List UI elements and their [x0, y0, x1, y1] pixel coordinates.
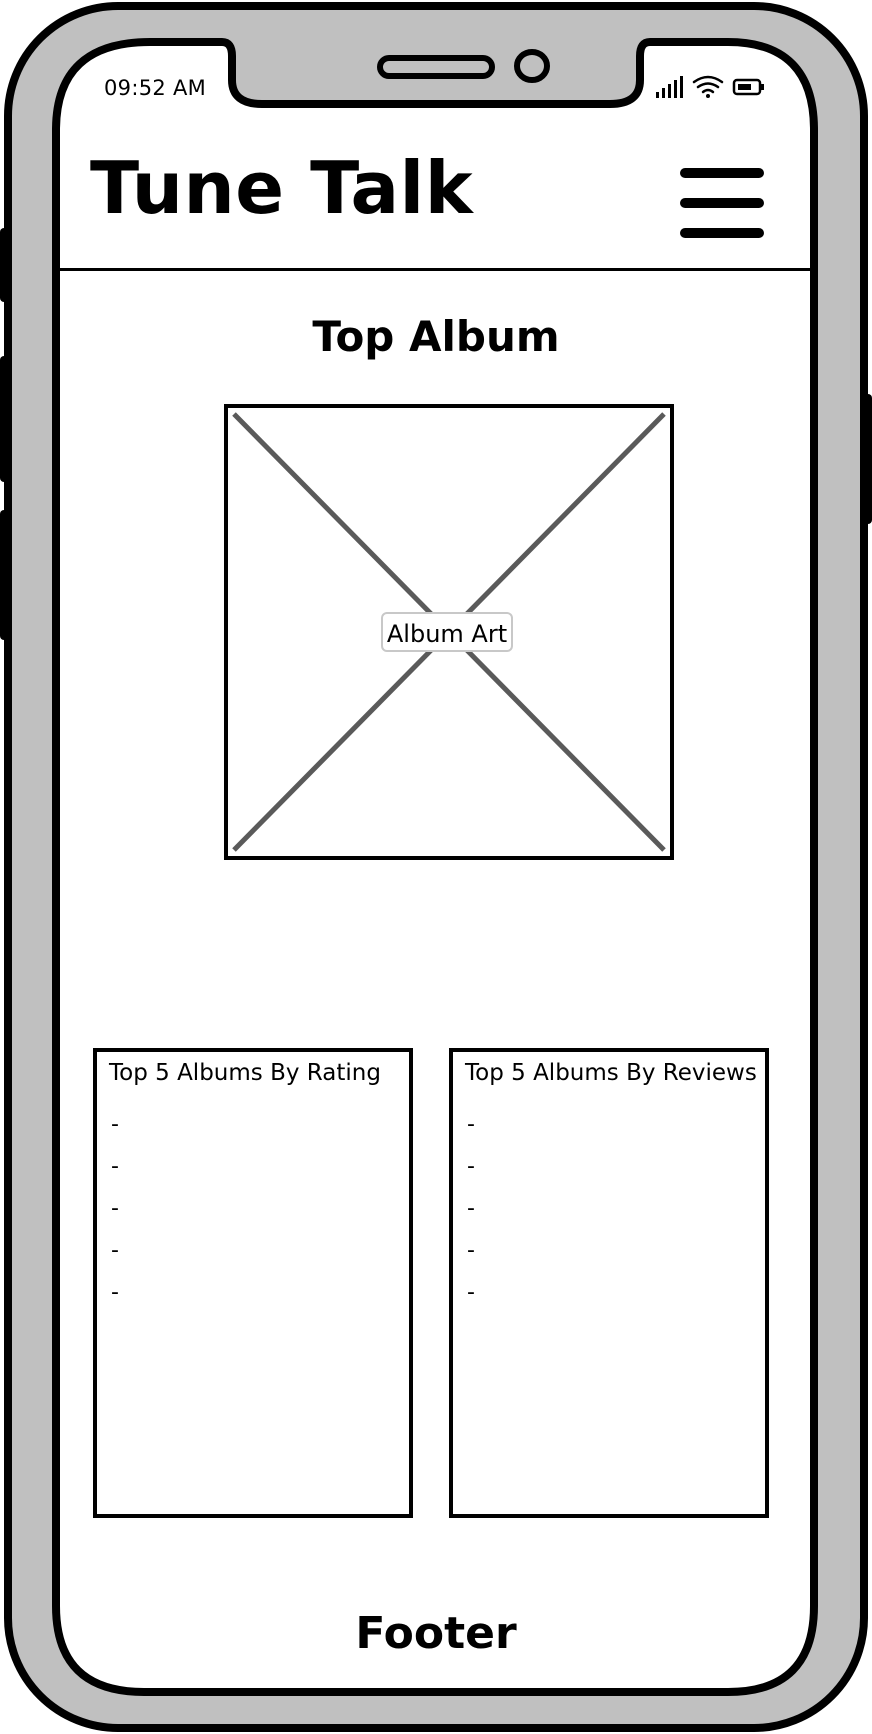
list-item[interactable]: - [467, 1238, 475, 1263]
section-title: Top Album [312, 312, 560, 361]
panel-title: Top 5 Albums By Rating [109, 1060, 381, 1086]
album-art-label: Album Art [381, 612, 513, 652]
wifi-icon [692, 75, 724, 98]
app-title: Tune Talk [90, 146, 474, 230]
list-item[interactable]: - [111, 1280, 119, 1305]
list-item[interactable]: - [467, 1154, 475, 1179]
panel-title: Top 5 Albums By Reviews [465, 1060, 757, 1086]
top-albums-by-reviews-panel: Top 5 Albums By Reviews - - - - - [449, 1048, 769, 1518]
reviews-list: - - - - - [467, 1104, 475, 1314]
status-icons [650, 72, 770, 102]
list-item[interactable]: - [467, 1280, 475, 1305]
list-item[interactable]: - [111, 1112, 119, 1137]
list-item[interactable]: - [111, 1196, 119, 1221]
header-divider [56, 268, 814, 271]
list-item[interactable]: - [467, 1196, 475, 1221]
list-item[interactable]: - [111, 1238, 119, 1263]
battery-icon [732, 78, 764, 96]
hamburger-menu-icon[interactable] [676, 164, 764, 244]
list-item[interactable]: - [111, 1154, 119, 1179]
status-time: 09:52 AM [104, 76, 207, 100]
top-albums-by-rating-panel: Top 5 Albums By Rating - - - - - [93, 1048, 413, 1518]
list-item[interactable]: - [467, 1112, 475, 1137]
footer: Footer [355, 1608, 517, 1659]
signal-icon [656, 76, 683, 98]
rating-list: - - - - - [111, 1104, 119, 1314]
